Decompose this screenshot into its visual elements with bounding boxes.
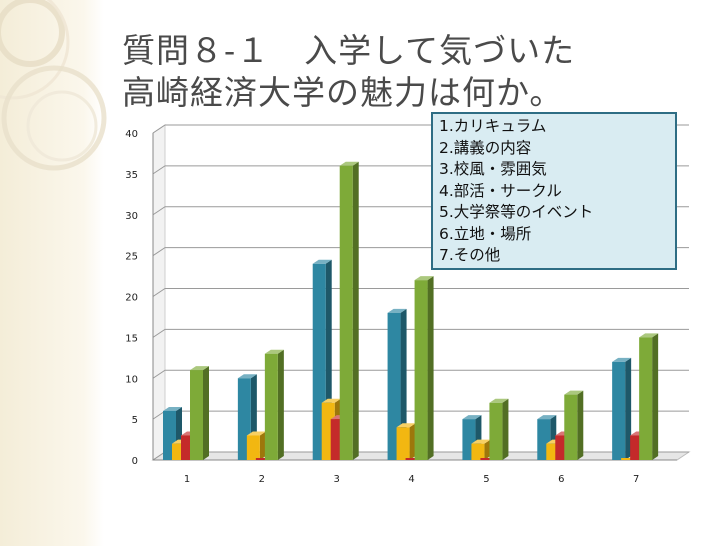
- y-tick-label: 40: [125, 129, 138, 140]
- y-tick-label: 0: [132, 456, 138, 467]
- x-tick-label: 6: [558, 474, 564, 485]
- bar-side: [259, 431, 266, 460]
- bar: [480, 458, 494, 460]
- bar-top: [471, 439, 491, 444]
- bar-side: [577, 390, 584, 460]
- x-tick-label: 1: [184, 474, 190, 485]
- bar-top: [396, 423, 416, 428]
- legend-item-3: 3.校風・雰囲気: [439, 160, 547, 178]
- bar-top: [312, 259, 332, 264]
- legend-item-2: 2.講義の内容: [439, 138, 532, 157]
- legend-item-7: 7.その他: [439, 246, 501, 264]
- bar-top: [163, 406, 182, 411]
- legend-box: 1.カリキュラム 2.講義の内容 3.校風・雰囲気 4.部活・サークル 5.大学…: [431, 112, 677, 270]
- x-tick-label: 3: [334, 474, 340, 485]
- bar-top: [190, 366, 209, 371]
- bar-top: [537, 415, 557, 420]
- x-tick-label: 2: [259, 474, 265, 485]
- y-tick-label: 15: [125, 333, 138, 344]
- left-decor-band: [0, 0, 104, 546]
- bar: [564, 394, 578, 460]
- y-tick-label: 20: [125, 293, 138, 304]
- y-tick-label: 5: [132, 415, 138, 426]
- bar: [489, 402, 503, 460]
- bar-top: [246, 431, 266, 436]
- y-tick-label: 10: [125, 374, 138, 385]
- bar-side: [400, 308, 407, 460]
- bar-side: [502, 398, 509, 460]
- bar: [396, 427, 410, 460]
- bar: [387, 312, 401, 460]
- slide-title-line-1: 質問８-１ 入学して気づいた: [122, 31, 576, 70]
- legend-item-4: 4.部活・サークル: [439, 181, 562, 200]
- y-tick-label: 35: [125, 170, 138, 181]
- bar: [255, 458, 269, 460]
- gridline: [152, 288, 689, 297]
- bar-top: [339, 161, 359, 166]
- bar-side: [203, 366, 209, 460]
- legend-item-6: 6.立地・場所: [439, 224, 532, 243]
- bar: [190, 370, 203, 460]
- legend-item-1: 1.カリキュラム: [439, 117, 547, 135]
- y-tick-label: 25: [125, 252, 138, 263]
- bar-top: [264, 349, 284, 354]
- bar-side: [409, 423, 416, 460]
- bar-side: [352, 161, 359, 460]
- x-tick-label: 5: [483, 474, 489, 485]
- gridline: [152, 328, 689, 338]
- bar-top: [321, 398, 341, 403]
- bar-top: [237, 374, 257, 379]
- bar-top: [462, 415, 482, 420]
- gridline: [152, 369, 689, 379]
- bar-top: [612, 357, 632, 362]
- bar-top: [387, 308, 407, 313]
- bar: [414, 280, 428, 460]
- bar: [264, 353, 278, 460]
- bar-top: [414, 276, 434, 281]
- bar: [471, 443, 485, 460]
- bar-side: [277, 349, 284, 460]
- x-tick-label: 4: [408, 474, 414, 485]
- slide-title: 質問８-１ 入学して気づいた 高崎経済大学の魅力は何か。: [122, 30, 575, 114]
- bar: [405, 458, 419, 460]
- bar-side: [625, 357, 632, 460]
- bar-top: [564, 390, 584, 395]
- legend-item-5: 5.大学祭等のイベント: [439, 203, 594, 221]
- bar-side: [484, 439, 491, 460]
- decor-rings: [0, 0, 107, 171]
- bar: [621, 458, 635, 460]
- bar: [639, 337, 653, 460]
- bar-side: [652, 333, 659, 460]
- y-tick-label: 30: [125, 211, 138, 222]
- bar: [246, 435, 260, 460]
- bar-top: [639, 333, 659, 338]
- bar: [339, 165, 353, 460]
- bar-side: [427, 276, 434, 460]
- bar: [612, 361, 626, 460]
- slide-title-line-2: 高崎経済大学の魅力は何か。: [122, 73, 564, 112]
- bar-top: [489, 398, 509, 403]
- x-tick-label: 7: [633, 474, 639, 485]
